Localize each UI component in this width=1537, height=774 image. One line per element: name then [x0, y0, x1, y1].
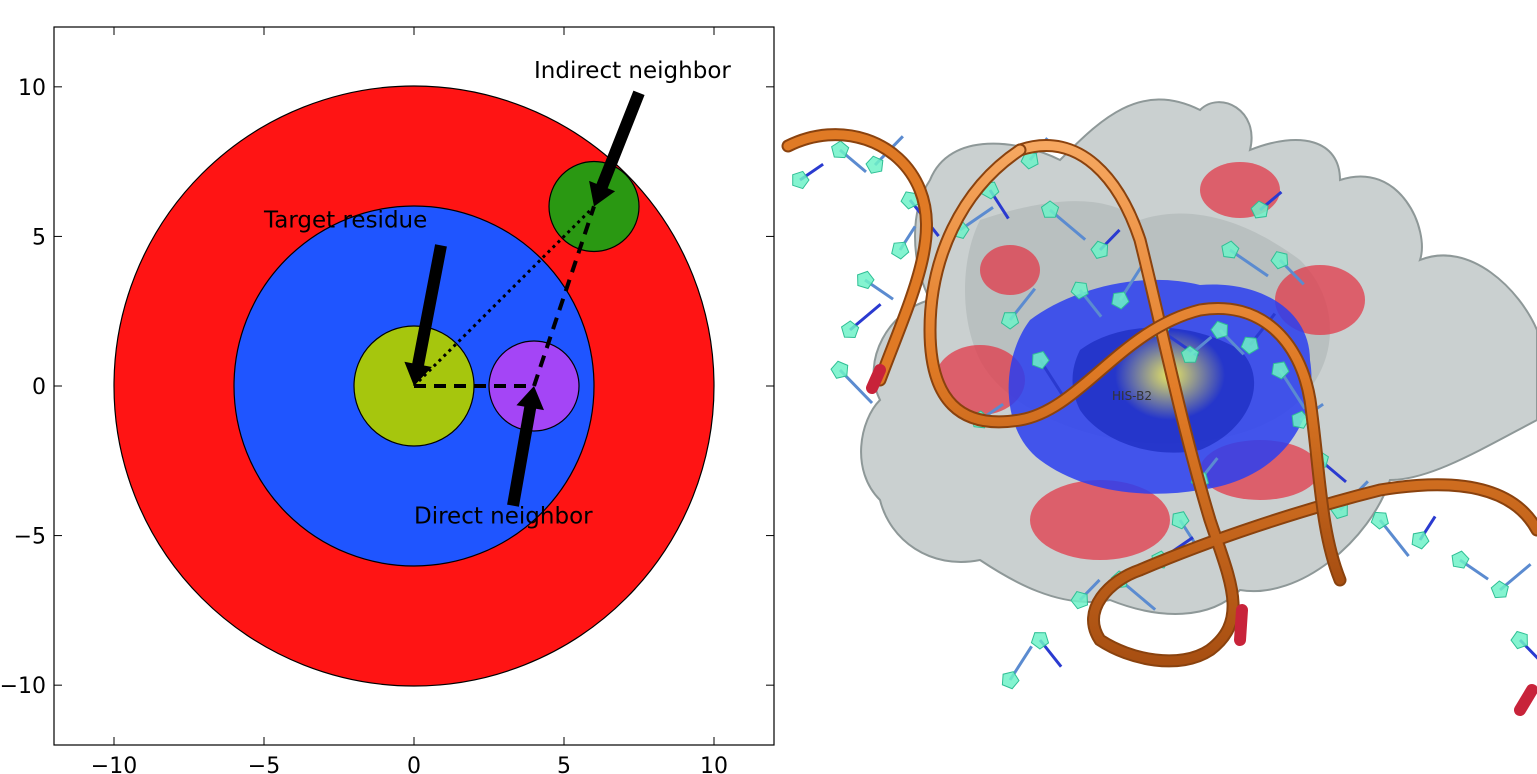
y-tick-label: 0: [32, 375, 46, 400]
nucleotide-sugar: [1180, 345, 1200, 363]
residue-label: HIS-B2: [1112, 389, 1152, 403]
nucleotide-sugar: [840, 320, 860, 338]
backbone-strand-2-core: [1015, 141, 1537, 666]
nucleotide-sugar: [1030, 632, 1050, 650]
y-tick-label: 10: [18, 76, 46, 101]
strand-cap-left: [866, 364, 886, 394]
nucleotide-sugar: [1090, 240, 1109, 259]
nucleotide-sugar: [1000, 312, 1020, 330]
x-tick-label: −10: [91, 754, 137, 774]
nucleotide-sugar: [1270, 251, 1289, 270]
indirect-dashed-line: [532, 205, 596, 387]
direct-arrow: [507, 386, 544, 507]
nucleotide-sugar: [891, 241, 910, 260]
x-tick-label: 0: [407, 754, 421, 774]
nucleotide-sugar: [1240, 336, 1259, 355]
nucleotide-sugar: [1001, 671, 1020, 690]
connection-lines: [412, 205, 596, 388]
nucleotide-sugar: [1510, 630, 1528, 650]
neighbor-diagram: −10 −5 0 5 10 10 5 0 −5 −10 Target residue Direct …: [0, 26, 775, 774]
target-arrow: [404, 244, 447, 386]
dna-backbone: [781, 128, 1537, 716]
nucleotide-sugar: [1221, 240, 1240, 259]
x-tick-label: 5: [557, 754, 571, 774]
y-tick-label: −10: [0, 674, 46, 699]
annotation-labels: Target residue Direct neighbor Indirect ne…: [263, 58, 731, 530]
nucleotide-sugar: [1271, 361, 1290, 380]
y-tick-label: −5: [14, 525, 46, 550]
nucleotide-sugar: [1210, 320, 1228, 340]
nucleotide-sugar: [1070, 590, 1089, 610]
direct-neighbor-label: Direct neighbor: [414, 504, 593, 530]
y-tick-label: 5: [32, 225, 46, 250]
indirect-dotted-line: [412, 205, 596, 388]
strand-cap-right: [1514, 684, 1537, 716]
nucleotide-sugar: [831, 140, 850, 159]
nucleotide-sugar: [1451, 550, 1470, 569]
axis-tick-labels: −10 −5 0 5 10 10 5 0 −5 −10: [0, 76, 728, 774]
nucleotide-sugar: [857, 270, 875, 290]
protein-dna-render: HIS-B2: [781, 98, 1537, 716]
nucleotide-sugar: [1490, 580, 1509, 599]
nucleotide-sugar: [865, 155, 884, 174]
nucleotide-sugar: [1171, 511, 1190, 530]
nucleotide-sugar: [1411, 531, 1430, 550]
x-tick-label: −5: [248, 754, 280, 774]
nucleotide-sugar: [1031, 350, 1050, 370]
nucleotide-sugar: [1040, 200, 1060, 218]
red-surface-patches: [935, 162, 1365, 560]
nucleotide-sugar: [830, 360, 849, 379]
backbone-strand-1-core: [783, 130, 931, 385]
target-residue-label: Target residue: [263, 207, 427, 233]
backbone-strand-3-core: [925, 145, 1345, 585]
nucleotide-sugar: [792, 170, 810, 190]
strand-cap-bottom: [1234, 604, 1248, 646]
nucleotide-sugar: [1250, 200, 1269, 219]
axis-ticks: [54, 27, 774, 745]
indirect-neighbor-label: Indirect neighbor: [534, 58, 731, 84]
annotation-arrows: [404, 90, 645, 507]
nucleotide-sugar: [1070, 281, 1089, 300]
x-tick-label: 10: [700, 754, 728, 774]
nucleotide-sugar: [1111, 291, 1130, 310]
nucleotide-sugar: [1370, 511, 1389, 530]
indirect-arrow: [589, 90, 645, 207]
